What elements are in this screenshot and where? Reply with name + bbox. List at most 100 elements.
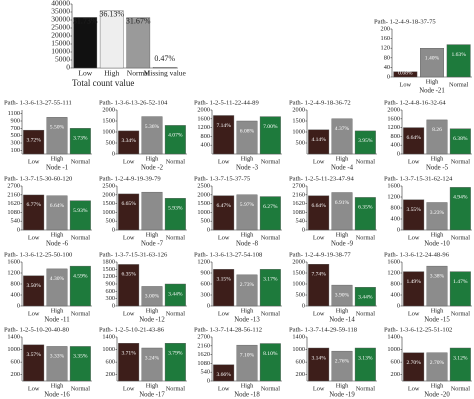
x-tick-label: Low <box>28 234 40 241</box>
x-tick-label: Normal <box>451 234 470 241</box>
y-tick-label: 900 <box>106 280 115 287</box>
bar <box>141 347 163 382</box>
x-tick-label: High <box>146 155 159 162</box>
y-tick-label: 1000 <box>292 128 305 135</box>
percent-label: 3.38% <box>430 273 445 279</box>
x-tick-label: High <box>431 155 444 162</box>
x-tick-label: High <box>431 307 444 314</box>
percent-label: 3.13% <box>358 355 373 361</box>
y-tick-label: 1080 <box>292 209 305 216</box>
percent-label: 1.47% <box>453 279 468 285</box>
percent-label: 3.24% <box>145 355 160 361</box>
y-tick-label: 800 <box>11 280 20 287</box>
y-tick-label: 5000 <box>55 55 70 64</box>
x-axis-label: Node -19 <box>329 392 355 399</box>
y-tick-label: 800 <box>391 204 400 211</box>
y-tick-label: 100 <box>11 147 20 154</box>
y-tick-label: 500 <box>11 132 20 139</box>
x-axis-label: Node -7 <box>141 241 164 248</box>
x-axis-label: Node -4 <box>331 165 354 172</box>
x-tick-label: Normal <box>166 310 185 317</box>
bar <box>236 120 258 155</box>
bar <box>259 343 281 382</box>
percent-label: 4.30% <box>50 276 65 282</box>
bar <box>426 119 448 155</box>
x-tick-label: Low <box>400 81 412 88</box>
x-tick-label: Normal <box>356 234 375 241</box>
x-tick-label: Low <box>218 310 230 317</box>
bar <box>426 352 448 382</box>
x-tick-label: High <box>426 78 439 85</box>
y-tick-label: 200 <box>296 371 305 378</box>
y-tick-label: 0 <box>112 150 115 157</box>
bar <box>213 115 235 155</box>
bar <box>118 343 140 382</box>
x-axis-label: Node -2 <box>141 165 164 172</box>
x-axis-label: Node -11 <box>44 317 69 324</box>
percent-label: 4.59% <box>73 273 88 279</box>
y-tick-label: 30000 <box>51 15 70 24</box>
percent-label: 3.44% <box>358 295 373 301</box>
bar <box>69 200 91 231</box>
percent-label: 8.10% <box>263 351 278 357</box>
x-tick-label: Normal <box>261 158 280 165</box>
y-tick-label: 800 <box>201 133 210 140</box>
percent-label: 3.44% <box>168 291 183 297</box>
percent-label: 0.47% <box>154 54 175 63</box>
bar <box>118 264 140 307</box>
y-tick-label: 1200 <box>7 269 20 276</box>
bar <box>69 265 91 307</box>
y-tick-label: 1620 <box>197 351 210 358</box>
bar <box>446 44 471 78</box>
x-axis-label: Node -14 <box>329 317 355 324</box>
x-tick-label: Low <box>123 310 135 317</box>
percent-label: 0.68% <box>398 70 413 76</box>
percent-label: 6.65% <box>121 201 136 207</box>
y-tick-label: 0 <box>207 302 210 309</box>
bar <box>354 287 376 307</box>
bar <box>213 269 235 307</box>
y-tick-label: 0 <box>17 302 20 309</box>
bar <box>23 344 45 382</box>
y-tick-label: 1600 <box>387 115 400 122</box>
y-tick-label: 1000 <box>102 346 115 353</box>
chart-title: Path- 1-3-7-14-29-59-118 <box>289 327 358 334</box>
bar <box>141 191 163 231</box>
x-tick-label: Low <box>313 158 325 165</box>
y-tick-label: 1500 <box>197 200 210 207</box>
y-tick-label: 2160 <box>292 191 305 198</box>
y-tick-label: 600 <box>201 280 210 287</box>
bar <box>403 271 425 307</box>
y-tick-label: 500 <box>106 218 115 225</box>
bar <box>164 125 186 155</box>
x-tick-label: Normal <box>71 385 90 392</box>
y-tick-label: 25000 <box>51 23 70 32</box>
percent-label: 3.15% <box>216 277 231 283</box>
y-tick-label: 80 <box>384 54 390 61</box>
percent-label: 4.37% <box>335 126 350 132</box>
x-tick-label: Normal <box>71 310 90 317</box>
percent-label: 3.33% <box>50 354 65 360</box>
bar <box>23 194 45 231</box>
chart-title: Path- 1-3-6-13-27-55-111 <box>4 100 72 107</box>
chart-title: Path- 1-2-5-10-21-43-86 <box>99 327 165 334</box>
bar <box>426 265 448 307</box>
percent-label: 5.50% <box>50 125 65 131</box>
x-axis-label: Node -6 <box>46 241 69 248</box>
chart-title: Path- 1-2-5-11-23-47-94 <box>289 176 354 183</box>
x-axis-label: Node -13 <box>234 317 260 324</box>
x-tick-label: Low <box>78 69 92 78</box>
y-tick-label: 2500 <box>102 182 115 189</box>
percent-label: 31.67% <box>126 16 151 25</box>
y-tick-label: 0 <box>387 73 390 80</box>
y-tick-label: 300 <box>201 291 210 298</box>
x-tick-label: Low <box>123 234 135 241</box>
y-tick-label: 1500 <box>102 266 115 273</box>
percent-label: 6.64% <box>406 135 421 141</box>
bar <box>99 10 124 69</box>
bar <box>331 118 353 155</box>
y-tick-label: 20000 <box>51 31 70 40</box>
bar <box>403 127 425 155</box>
x-axis-label: Node -17 <box>139 392 165 399</box>
y-tick-label: 800 <box>391 133 400 140</box>
